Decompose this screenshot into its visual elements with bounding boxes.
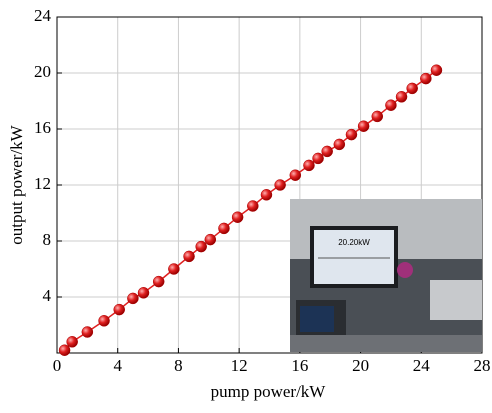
data-point <box>357 120 370 132</box>
x-tick-label: 4 <box>113 356 122 375</box>
photo-scope-screen <box>300 306 334 332</box>
y-tick-label: 12 <box>34 174 51 193</box>
data-point <box>321 145 333 158</box>
data-point <box>406 82 418 95</box>
plot-frame <box>56 16 483 354</box>
data-point <box>127 292 139 305</box>
data-point <box>371 110 384 123</box>
y-tick-label: 4 <box>43 286 52 305</box>
x-tick-label: 16 <box>291 356 308 375</box>
y-tick-label: 16 <box>34 118 51 137</box>
data-point <box>333 138 346 151</box>
inset-label: 20.20kW <box>338 238 370 247</box>
data-point <box>152 275 165 288</box>
data-point <box>420 72 432 85</box>
data-point <box>218 222 230 235</box>
data-point <box>395 91 408 103</box>
photo-bench <box>290 335 482 352</box>
photo-screen <box>314 230 394 284</box>
data-point <box>274 179 286 191</box>
x-tick-label: 24 <box>413 356 431 375</box>
x-tick-label: 0 <box>53 356 62 375</box>
data-point <box>66 336 78 348</box>
data-point <box>58 344 71 356</box>
data-point <box>113 303 125 316</box>
data-point <box>98 315 110 327</box>
data-point <box>183 250 195 263</box>
data-point <box>345 128 358 141</box>
data-point <box>168 263 180 275</box>
data-point <box>137 287 150 299</box>
x-axis-label: pump power/kW <box>211 382 327 401</box>
y-tick-label: 24 <box>34 6 52 25</box>
y-tick-label: 20 <box>34 62 51 81</box>
y-tick-label: 8 <box>43 230 52 249</box>
data-point <box>385 99 397 111</box>
photo-device <box>430 280 482 320</box>
data-point <box>260 189 273 201</box>
x-tick-label: 28 <box>474 356 491 375</box>
data-point <box>231 211 244 223</box>
photo-light <box>397 262 413 278</box>
x-tick-label: 20 <box>352 356 369 375</box>
data-point <box>430 64 443 76</box>
data-point <box>247 200 259 212</box>
data-point <box>204 233 217 246</box>
data-point <box>289 169 302 181</box>
y-axis-label: output power/kW <box>7 124 26 244</box>
data-point <box>81 326 94 338</box>
data-point <box>195 240 207 253</box>
data-point <box>303 159 315 172</box>
x-tick-label: 12 <box>231 356 248 375</box>
data-point <box>312 152 324 165</box>
x-tick-label: 8 <box>174 356 183 375</box>
